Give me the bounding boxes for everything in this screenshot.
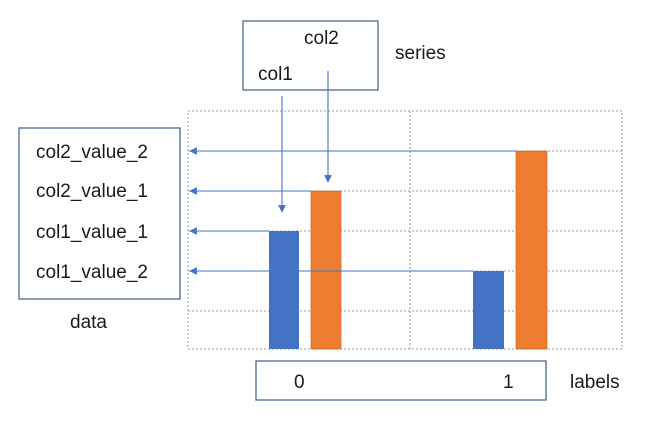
- series-box: [242, 20, 379, 91]
- bar-col1-label-0: [269, 231, 299, 349]
- series-col2-label: col2: [304, 28, 339, 49]
- bar-col2-label-0: [310, 190, 342, 350]
- label-tick-0: 0: [294, 372, 305, 393]
- data-caption: data: [70, 312, 107, 333]
- plot-grid: [187, 110, 623, 350]
- data-item-col2-value-2: col2_value_2: [36, 142, 148, 163]
- labels-caption: labels: [570, 372, 620, 393]
- labels-box: [255, 360, 547, 401]
- bar-col2-label-1: [515, 150, 548, 350]
- data-box: [18, 127, 181, 300]
- data-item-col1-value-1: col1_value_1: [36, 222, 148, 243]
- data-item-col2-value-1: col2_value_1: [36, 181, 148, 202]
- series-caption: series: [395, 43, 446, 64]
- data-item-col1-value-2: col1_value_2: [36, 262, 148, 283]
- bar-col1-label-1: [473, 271, 504, 349]
- label-tick-1: 1: [503, 372, 514, 393]
- series-col1-label: col1: [258, 64, 293, 85]
